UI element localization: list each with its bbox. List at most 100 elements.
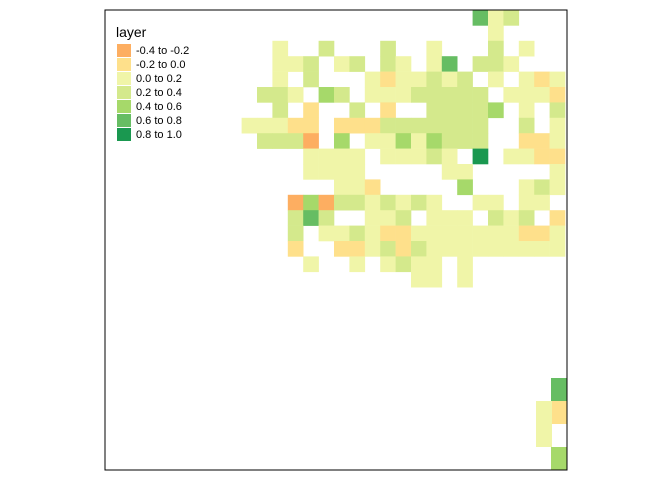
raster-cell [441,225,458,242]
raster-cell [518,179,535,196]
raster-cell [472,241,489,257]
legend-swatch [117,72,131,85]
raster-cell [272,133,289,149]
raster-cell [287,87,304,103]
legend-label: 0.4 to 0.6 [136,101,182,113]
raster-cell [457,271,473,288]
raster-cell [503,56,520,72]
raster-cell [457,225,473,242]
raster-cell [426,225,443,242]
raster-cell [472,148,489,165]
raster-cell [472,87,489,103]
raster-cell [472,117,489,134]
raster-cell [534,87,550,103]
raster-cell [318,194,335,211]
raster-cell [411,256,427,273]
raster-cell [380,148,396,165]
raster-cell [318,87,335,103]
raster-cell [364,241,381,257]
raster-cell [380,133,396,149]
raster-cell [380,241,396,257]
raster-cell [364,210,381,226]
raster-cell [411,241,427,257]
raster-cell [287,133,304,149]
raster-cell [380,102,396,119]
raster-cell [272,102,289,119]
raster-cell [503,148,520,165]
raster-cell [241,117,258,134]
raster-cell [380,87,396,103]
raster-cell [488,194,504,211]
raster-cell [364,225,381,242]
raster-cell [334,225,350,242]
raster-cell [549,133,566,149]
raster-cell [395,210,412,226]
raster-cell [426,40,443,57]
raster-cell [303,256,319,273]
raster-cell [303,56,319,72]
raster-cell [364,117,381,134]
raster-cell [426,256,443,273]
legend-label: 0.6 to 0.8 [136,115,182,127]
raster-cell [549,148,566,165]
raster-cell [534,133,550,149]
raster-cell [272,87,289,103]
raster-cell [380,71,396,88]
raster-cell [287,225,304,242]
raster-cell [380,210,396,226]
raster-cell [318,148,335,165]
raster-cell [334,241,350,257]
raster-cell [395,256,412,273]
raster-cell [364,87,381,103]
raster-cell [426,102,443,119]
raster-cell [426,133,443,149]
raster-cell [349,56,366,72]
raster-cell [395,87,412,103]
raster-cell [518,117,535,134]
raster-cell [549,210,566,226]
raster-cell [411,71,427,88]
legend-swatch [117,114,131,127]
raster-cell [518,194,535,211]
raster-cell [457,87,473,103]
raster-cell [549,241,566,257]
raster-cell [272,117,289,134]
raster-cell [334,164,350,180]
raster-cell [549,164,566,180]
raster-cell [349,225,366,242]
raster-cell [441,210,458,226]
raster-cell [457,71,473,88]
raster-cell [349,164,366,180]
raster-cell [257,133,273,149]
raster-cell [457,133,473,149]
raster-cell [534,241,550,257]
raster-cell [426,87,443,103]
raster-cell [287,210,304,226]
raster-cell [303,210,319,226]
raster-cell [395,117,412,134]
raster-cell [549,87,566,103]
raster-cell [549,225,566,242]
raster-cell [534,194,550,211]
raster-cell [380,40,396,57]
raster-cell [457,241,473,257]
raster-cell [488,102,504,119]
raster-cell [551,378,567,401]
raster-cell [536,401,552,424]
raster-cell [334,179,350,196]
raster-cell [411,194,427,211]
raster-cell [411,87,427,103]
raster-cell [287,194,304,211]
legend-swatch [117,100,131,113]
raster-cell [303,148,319,165]
raster-cell [549,102,566,119]
raster-cell [534,148,550,165]
raster-cell [364,71,381,88]
raster-cell [549,117,566,134]
raster-cell [395,56,412,72]
raster-cell [411,225,427,242]
raster-cell [457,210,473,226]
raster-cell [472,102,489,119]
raster-cell [518,40,535,57]
raster-cell [349,179,366,196]
